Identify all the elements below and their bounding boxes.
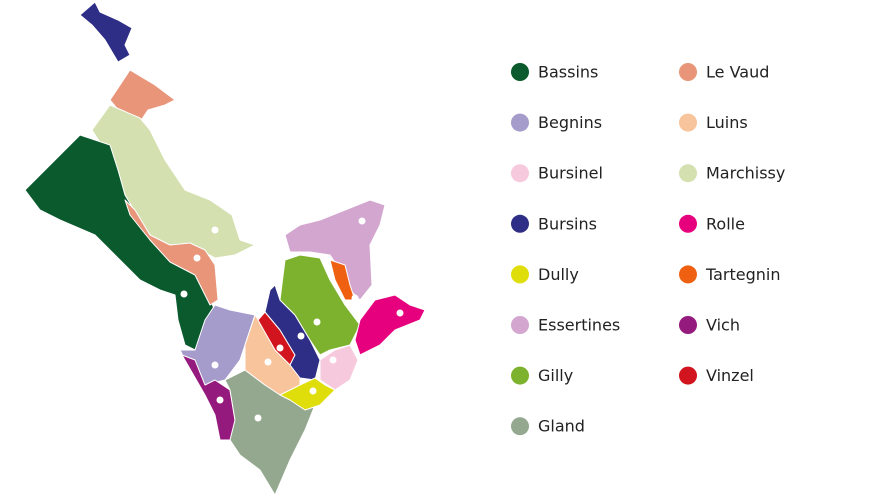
- region-le-vaud: [124, 199, 219, 306]
- legend-item: Luins: [679, 113, 748, 132]
- legend-item: Marchissy: [679, 164, 785, 183]
- village-dot: [216, 396, 224, 404]
- legend-label: Begnins: [538, 113, 602, 132]
- village-dot: [264, 358, 272, 366]
- legend-item: Vinzel: [679, 366, 754, 385]
- village-dot: [313, 318, 321, 326]
- village-dot: [309, 387, 317, 395]
- legend-swatch: [679, 265, 697, 284]
- village-dot: [276, 344, 284, 352]
- legend-swatch: [511, 316, 529, 334]
- map: [24, 1, 426, 496]
- legend-label: Bursins: [538, 214, 597, 233]
- village-dot: [358, 217, 366, 225]
- legend-swatch: [679, 63, 697, 81]
- village-dot: [351, 294, 359, 302]
- legend-item: Gland: [511, 417, 585, 436]
- village-dot: [396, 309, 404, 317]
- village-dot: [211, 361, 219, 369]
- legend-label: Tartegnin: [705, 265, 781, 284]
- legend-swatch: [511, 164, 529, 183]
- legend-item: Begnins: [511, 113, 602, 132]
- village-dot: [193, 254, 201, 262]
- village-dot: [180, 290, 188, 298]
- legend-item: Rolle: [679, 214, 745, 233]
- legend-item: Bursinel: [511, 164, 603, 183]
- region-bursinel: [319, 344, 359, 391]
- legend-swatch: [679, 164, 697, 183]
- legend-swatch: [511, 417, 529, 436]
- region-essertines: [284, 199, 386, 301]
- village-dot: [254, 414, 262, 422]
- legend-item: Gilly: [511, 366, 573, 385]
- region-rolle: [354, 294, 426, 356]
- legend-swatch: [511, 113, 529, 132]
- legend-swatch: [511, 366, 529, 385]
- legend-label: Vinzel: [706, 366, 754, 385]
- legend-item: Le Vaud: [679, 63, 769, 82]
- legend-label: Marchissy: [706, 164, 785, 183]
- village-dot: [329, 356, 337, 364]
- legend-label: Gilly: [538, 366, 573, 385]
- legend-swatch: [679, 316, 697, 334]
- legend-label: Bursinel: [538, 164, 603, 183]
- legend-label: Essertines: [538, 316, 620, 335]
- legend-swatch: [679, 366, 697, 385]
- region-bursins-exclave: [79, 1, 133, 63]
- legend-swatch: [679, 113, 697, 132]
- village-dot: [211, 226, 219, 234]
- legend-item: Vich: [679, 316, 740, 335]
- legend: Bassins Begnins Bursinel Bursins Dully Essert…: [511, 63, 785, 436]
- legend-item: Tartegnin: [679, 265, 781, 284]
- legend-item: Essertines: [511, 316, 620, 335]
- legend-label: Le Vaud: [706, 63, 769, 82]
- legend-item: Dully: [511, 265, 579, 284]
- legend-swatch: [511, 63, 529, 81]
- legend-label: Vich: [706, 316, 740, 335]
- legend-swatch: [511, 265, 529, 284]
- legend-label: Luins: [706, 113, 748, 132]
- legend-item: Bursins: [511, 214, 597, 233]
- region-begnins: [179, 304, 256, 386]
- village-dots: [180, 217, 404, 422]
- legend-label: Gland: [538, 417, 585, 436]
- legend-label: Bassins: [538, 63, 598, 82]
- legend-item: Bassins: [511, 63, 598, 82]
- legend-swatch: [679, 214, 697, 233]
- legend-label: Rolle: [706, 214, 745, 233]
- region-dully: [279, 377, 336, 411]
- legend-swatch: [511, 214, 529, 233]
- legend-label: Dully: [538, 265, 579, 284]
- village-dot: [297, 332, 305, 340]
